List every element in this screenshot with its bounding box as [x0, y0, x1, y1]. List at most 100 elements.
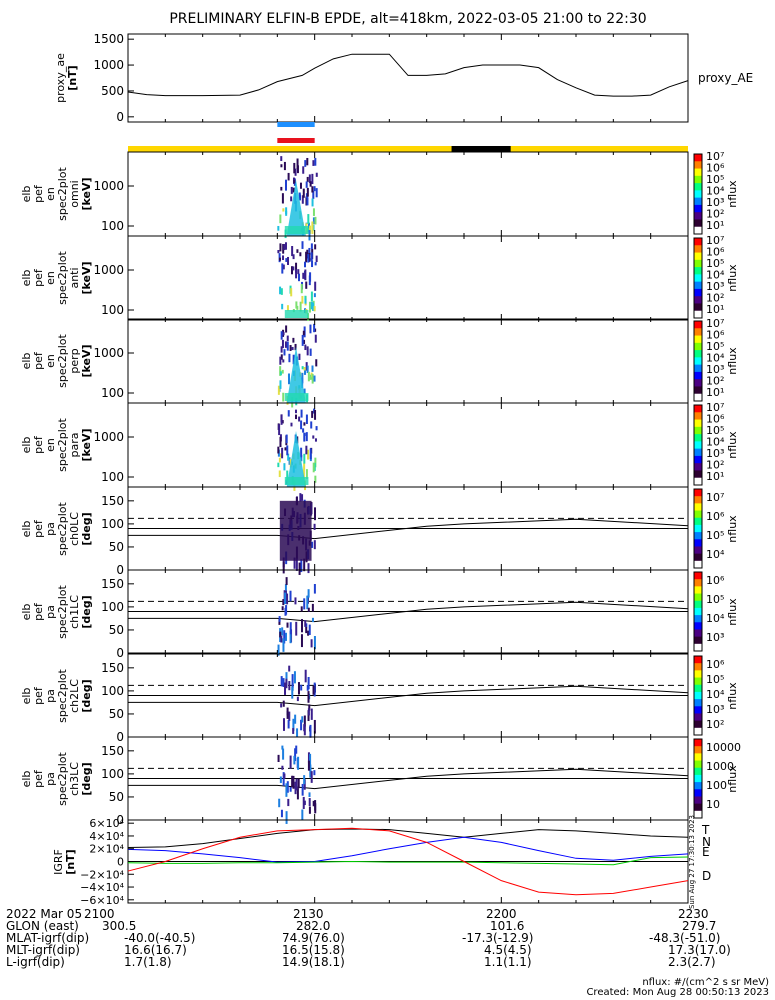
- colorbar-tick-label: 10⁴: [706, 185, 725, 198]
- spectrogram-cell: [309, 448, 312, 460]
- credit-block: nflux: #/(cm^2 s sr MeV) Created: Mon Au…: [586, 978, 769, 998]
- colorbar-segment-frame: [693, 320, 703, 402]
- spectrogram-cell: [296, 249, 299, 253]
- spectrogram-peak: [286, 180, 306, 236]
- spectrogram-cell: [285, 258, 288, 262]
- spectrogram-cell: [283, 244, 286, 251]
- colorbar-tick-label: 10²: [706, 718, 724, 731]
- pitch-cell: [308, 806, 311, 814]
- y-tick-label: −2×10⁴: [80, 868, 124, 881]
- spectrogram-axis-label: elb: [20, 186, 33, 203]
- spectrogram-cell: [303, 422, 306, 426]
- spectrogram-cell: [306, 176, 309, 182]
- pitch-axis-label: elb: [20, 771, 33, 788]
- colorbar-tick-label: 10¹: [706, 470, 724, 483]
- colorbar-segment: [694, 393, 702, 402]
- pitch-cell: [305, 627, 308, 634]
- colorbar-segment: [694, 720, 702, 729]
- pitch-cell: [303, 779, 306, 790]
- y-tick-label: 6×10⁴: [89, 817, 124, 830]
- colorbar-segment: [694, 607, 702, 616]
- pitch-cell: [282, 772, 285, 786]
- spectrogram-cell: [306, 249, 309, 259]
- spectrogram-cell: [311, 186, 314, 193]
- pitch-cell: [289, 590, 292, 602]
- spectrogram-cell: [281, 303, 284, 310]
- spectrogram-cell: [292, 354, 295, 365]
- pitch-axis-label: pef: [32, 769, 45, 788]
- colorbar-segment: [694, 321, 702, 329]
- spectrogram-axis-label: pef: [32, 435, 45, 454]
- colorbar-label: nflux: [726, 180, 739, 208]
- spectrogram-cell: [305, 414, 308, 424]
- colorbar-segment-frame: [693, 655, 703, 736]
- spectrogram-cell: [314, 157, 317, 166]
- spectrogram-axis-label: pef: [32, 184, 45, 203]
- pitch-cell: [281, 745, 284, 750]
- pitch-cell: [304, 620, 307, 627]
- ae-axis-label: proxy_ae: [54, 53, 67, 103]
- pitch-cell: [311, 541, 314, 548]
- y-tick-label: 100: [101, 600, 124, 614]
- colorbar-segment: [694, 274, 702, 283]
- colorbar-label: nflux: [726, 264, 739, 292]
- pitch-cell: [279, 631, 282, 638]
- row-value: 2.3(2.7): [668, 955, 716, 969]
- colorbar-segment: [694, 739, 702, 747]
- time-axis-row-mlt: MLT-igrf(dip) 16.6(16.7) 16.5(15.8) 4.5(…: [6, 944, 770, 956]
- spectrogram-cell: [285, 434, 288, 444]
- spectrogram-cell: [305, 432, 308, 442]
- pitch-cell: [311, 603, 314, 612]
- colorbar-tick-label: 10³: [706, 280, 724, 293]
- ae-legend-label: proxy_AE: [698, 71, 753, 85]
- y-tick-label: 0: [116, 813, 124, 827]
- pitch-axis-label: spec2plot: [56, 502, 69, 556]
- spectrogram-cell: [310, 291, 313, 302]
- spectrogram-axis-label: en: [44, 187, 57, 201]
- colorbar-segment: [694, 643, 702, 652]
- colorbar-tick-label: 10⁶: [706, 162, 725, 175]
- row-value: 101.6: [490, 919, 525, 933]
- spectrogram-cell: [307, 254, 310, 263]
- colorbar-tick-label: 10⁶: [706, 658, 725, 671]
- spectrogram-cell: [297, 269, 300, 275]
- pitch-cell: [295, 621, 298, 636]
- colorbar-tick-label: 10⁴: [706, 612, 725, 625]
- spectrogram-axis-label: anti: [68, 267, 81, 288]
- colorbar-segment: [694, 183, 702, 191]
- colorbar-segment: [694, 746, 702, 754]
- spectrogram-cell: [315, 359, 318, 367]
- spectrogram-cell: [314, 334, 317, 343]
- pitch-cell: [284, 632, 287, 641]
- pitch-cell: [294, 748, 297, 762]
- spectrogram-cell: [290, 186, 293, 194]
- spectrogram-cell: [279, 356, 282, 365]
- colorbar-tick-label: 10⁷: [706, 401, 724, 414]
- colorbar-tick-label: 10⁴: [706, 352, 725, 365]
- colorbar-segment: [694, 753, 702, 762]
- pitch-cell: [303, 598, 306, 610]
- colorbar-segment: [694, 238, 702, 246]
- blue-segment-bar: [277, 122, 315, 127]
- spectrogram-cell: [314, 438, 317, 442]
- y-tick-label: 4×10⁴: [89, 830, 124, 843]
- colorbar-segment: [694, 546, 702, 555]
- spectrogram-cell: [312, 208, 315, 216]
- spectrogram-cell: [315, 188, 318, 198]
- spectrogram-cell: [311, 221, 314, 233]
- pitch-cell: [285, 811, 288, 824]
- spectrogram-cell: [299, 182, 302, 189]
- spectrogram-low-band: [284, 226, 309, 234]
- pitch-cell: [299, 493, 302, 502]
- tick-label-2100: 2100: [84, 907, 115, 921]
- spectrogram-axis-label: en: [44, 438, 57, 452]
- spectrogram-cell: [308, 301, 311, 313]
- colorbar-tick-label: 10⁵: [706, 257, 724, 270]
- colorbar-segment: [694, 782, 702, 790]
- spectrogram-cell: [280, 354, 283, 360]
- spectrogram-cell: [287, 410, 290, 417]
- colorbar-tick-label: 10⁴: [706, 436, 725, 449]
- pitch-axis-label: [deg]: [80, 512, 93, 545]
- pitch-cell: [313, 719, 316, 734]
- spectrogram-cell: [301, 195, 304, 204]
